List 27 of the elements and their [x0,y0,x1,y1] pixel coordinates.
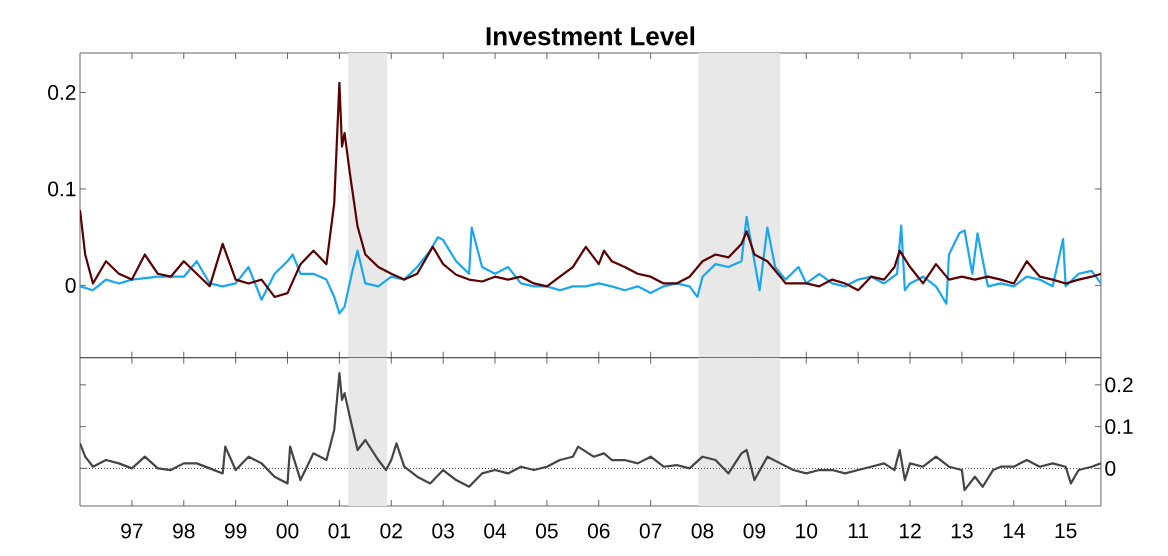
y2-tick-label: 0.1 [1105,419,1133,435]
chart-title: Investment Level [486,26,695,46]
x-tick-label: 03 [432,523,454,539]
x-tick-label: 97 [121,523,143,539]
line-series [80,215,1101,315]
x-tick-label: 13 [951,523,973,539]
x-tick-label: 14 [1003,523,1025,538]
x-tick-label: 07 [639,523,662,539]
x-tick-label: 01 [328,523,351,539]
x-tick-label: 11 [848,523,869,538]
x-tick-label: 98 [173,523,195,539]
x-tick-label: 02 [380,523,402,539]
x-tick-label: 05 [536,523,558,539]
y2-tick-label: 0 [1105,460,1116,476]
x-tick-label: 04 [484,523,507,539]
x-tick-label: 10 [796,523,818,539]
x-tick-label: 08 [691,523,714,539]
x-tick-label: 09 [743,523,766,539]
y-tick-label: 0.2 [48,85,76,100]
x-tick-label: 99 [224,523,247,539]
y-tick-label: 0 [65,277,76,293]
x-tick-label: 00 [276,523,299,539]
y-tick-label: 0.1 [48,181,76,197]
x-tick-label: 06 [587,523,610,539]
x-tick-label: 12 [899,523,921,539]
x-tick-label: 15 [1055,523,1077,539]
y2-tick-label: 0.2 [1105,377,1133,393]
